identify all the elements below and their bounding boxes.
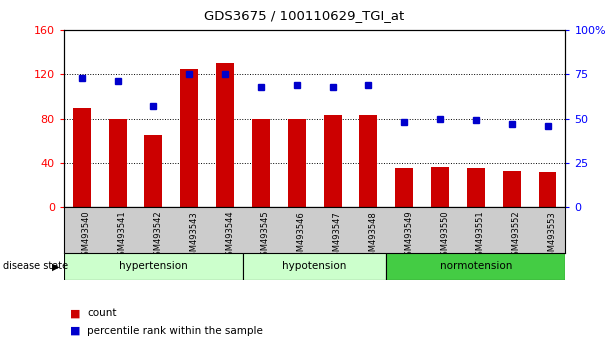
Bar — [386, 253, 565, 280]
Text: ■: ■ — [70, 326, 80, 336]
Bar — [73, 108, 91, 207]
Text: GSM493550: GSM493550 — [440, 211, 449, 261]
Bar — [539, 172, 556, 207]
Text: hypertension: hypertension — [119, 261, 188, 272]
Bar — [467, 169, 485, 207]
Text: GSM493545: GSM493545 — [261, 211, 270, 261]
Text: GSM493541: GSM493541 — [117, 211, 126, 261]
Text: count: count — [87, 308, 117, 318]
Bar — [288, 119, 306, 207]
Bar — [109, 119, 126, 207]
Bar — [181, 69, 198, 207]
Text: GSM493547: GSM493547 — [333, 211, 342, 262]
Bar — [145, 135, 162, 207]
Bar — [431, 167, 449, 207]
Bar — [395, 169, 413, 207]
Text: GSM493546: GSM493546 — [297, 211, 306, 262]
Text: GSM493551: GSM493551 — [476, 211, 485, 261]
Text: GSM493543: GSM493543 — [189, 211, 198, 262]
Bar — [503, 171, 520, 207]
Text: GSM493552: GSM493552 — [512, 211, 520, 261]
Text: disease state: disease state — [3, 261, 68, 272]
Text: GSM493548: GSM493548 — [368, 211, 378, 262]
Text: GSM493542: GSM493542 — [153, 211, 162, 261]
Text: GSM493540: GSM493540 — [81, 211, 91, 261]
Text: GSM493553: GSM493553 — [548, 211, 556, 262]
Text: percentile rank within the sample: percentile rank within the sample — [87, 326, 263, 336]
Text: GDS3675 / 100110629_TGI_at: GDS3675 / 100110629_TGI_at — [204, 9, 404, 22]
Text: normotension: normotension — [440, 261, 512, 272]
Bar — [323, 115, 342, 207]
Bar — [64, 253, 243, 280]
Text: hypotension: hypotension — [283, 261, 347, 272]
Text: ■: ■ — [70, 308, 80, 318]
Bar — [243, 253, 386, 280]
Text: GSM493549: GSM493549 — [404, 211, 413, 261]
Text: ▶: ▶ — [52, 261, 60, 272]
Bar — [359, 115, 378, 207]
Bar — [252, 119, 270, 207]
Text: GSM493544: GSM493544 — [225, 211, 234, 261]
Bar — [216, 63, 234, 207]
